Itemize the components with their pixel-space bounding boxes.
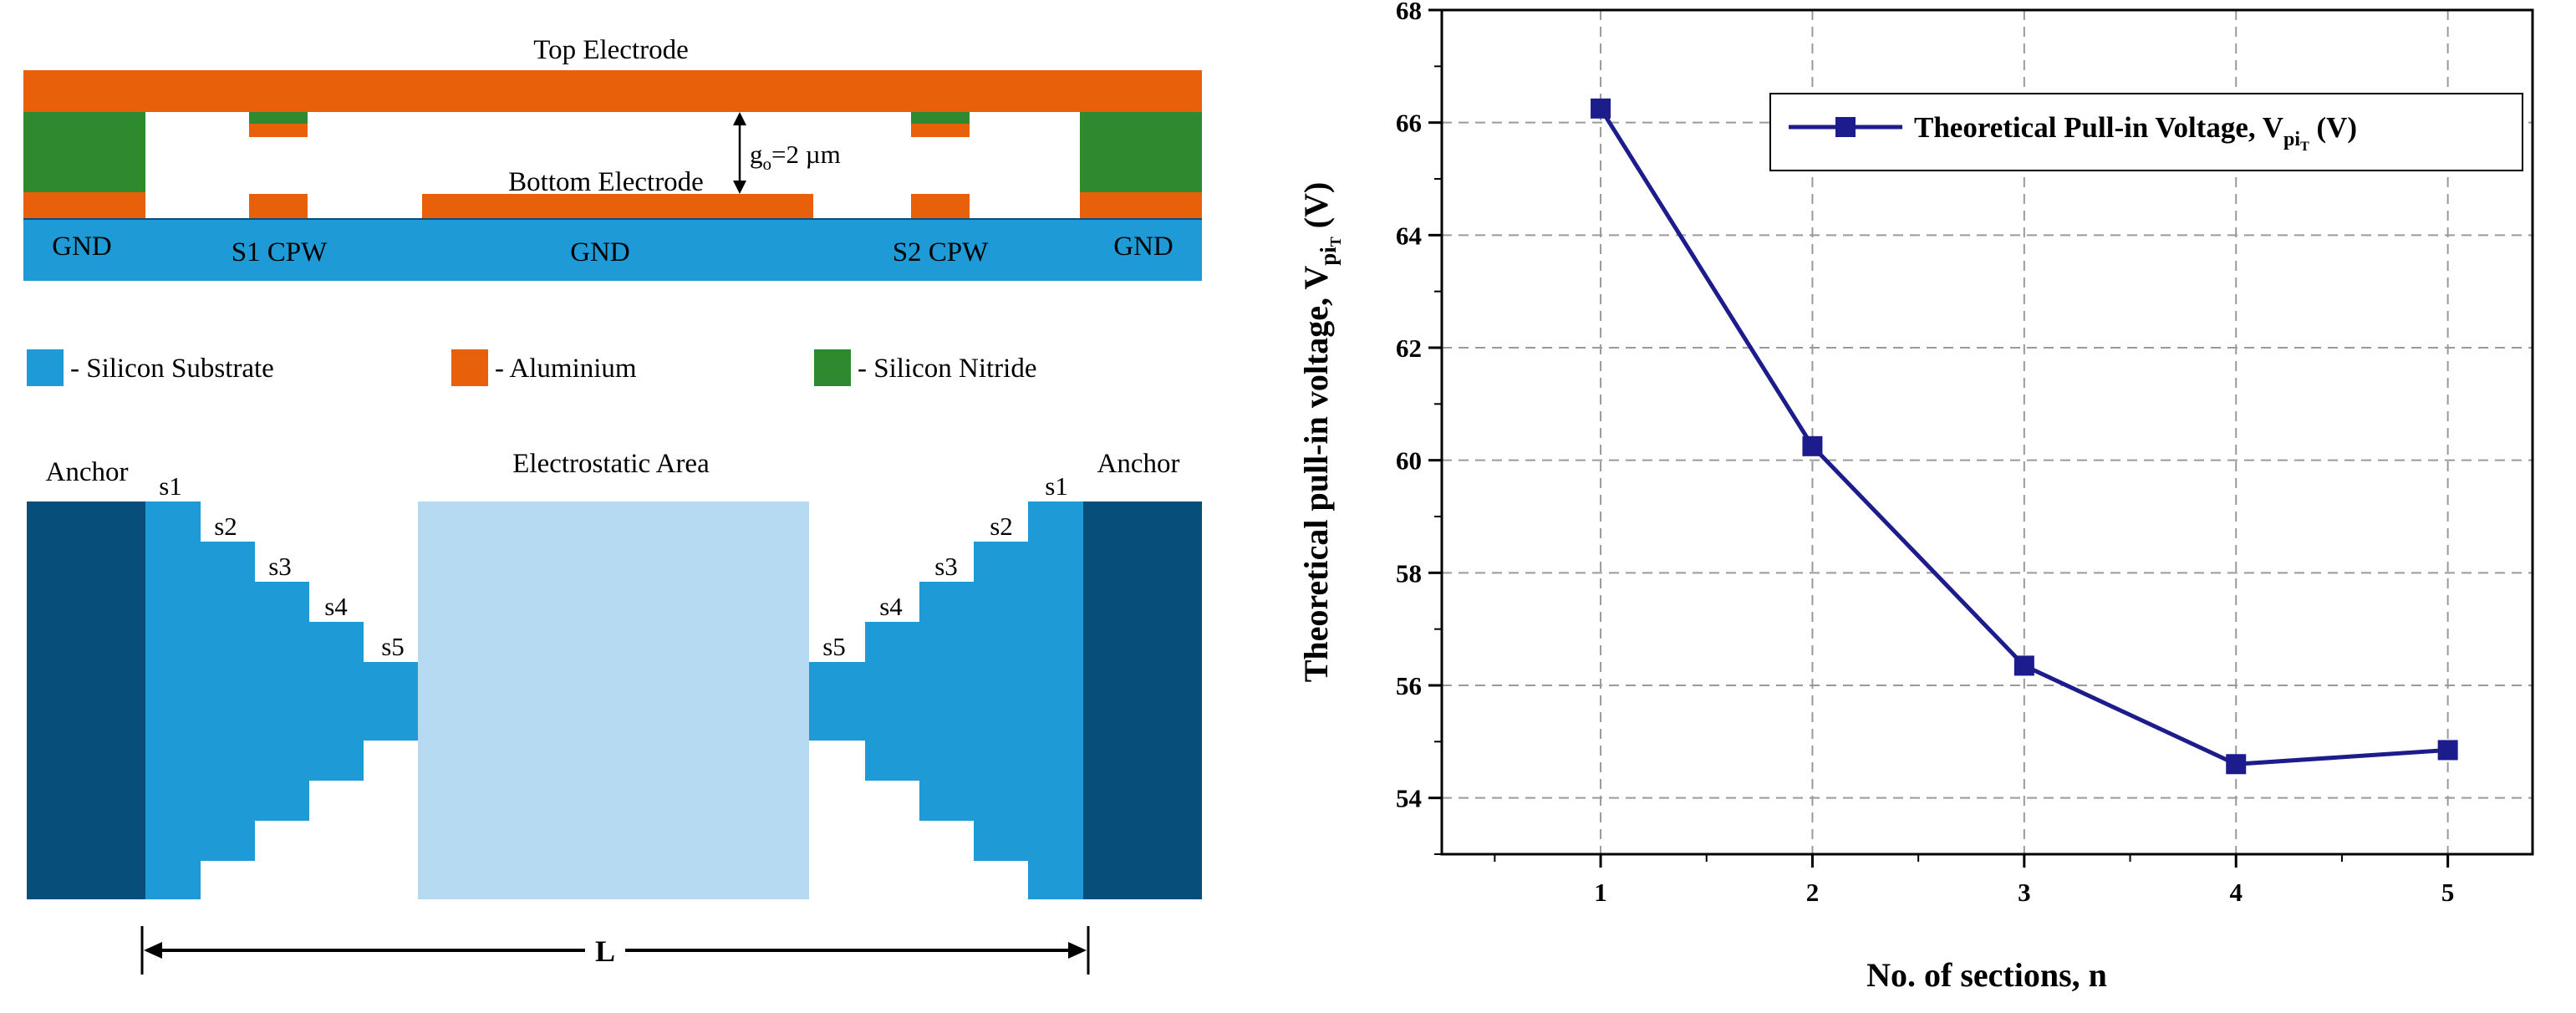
section-label-right-s2: s2	[990, 512, 1013, 541]
length-label: L	[595, 934, 615, 968]
y-tick-label-54: 54	[1396, 784, 1422, 813]
gap-label-prefix: g	[750, 140, 763, 169]
gap-label-sub: o	[763, 154, 772, 174]
data-point-n3	[2013, 655, 2034, 676]
stepped-beam-left	[145, 501, 418, 899]
anchor-left-label: Anchor	[46, 457, 129, 487]
legend-label-silicon-substrate: - Silicon Substrate	[70, 354, 274, 384]
x-tick-label-1: 1	[1594, 878, 1607, 907]
left-nitride-block	[23, 112, 145, 192]
legend-label-aluminium: - Aluminium	[495, 354, 637, 384]
y-axis-title-sub: pi	[1316, 247, 1341, 266]
electrostatic-area-label: Electrostatic Area	[512, 449, 710, 479]
section-label-right-s4: s4	[879, 592, 903, 621]
y-axis-title: Theoretical pull-in voltage, VpiT (V)	[1297, 182, 1344, 683]
material-legend: - Silicon Substrate - Aluminium - Silico…	[27, 349, 1036, 386]
section-label-left-s3: s3	[268, 552, 292, 581]
s1-cpw-label: S1 CPW	[232, 237, 328, 267]
chart-legend-label-unit: (V)	[2309, 111, 2357, 144]
s1-dimple-aluminium	[249, 124, 308, 137]
pull-in-voltage-chart: 54 56 58 60 62 64 66 68 1 2 3 4 5 No. of sections, n…	[1297, 0, 2534, 994]
chart-plot-frame	[1440, 8, 2534, 856]
section-label-left-s2: s2	[214, 512, 237, 541]
legend-swatch-silicon-nitride	[814, 349, 851, 386]
y-tick-label-62: 62	[1396, 333, 1422, 363]
silicon-substrate	[23, 219, 1202, 281]
y-axis-title-subsub: T	[1327, 237, 1344, 247]
anchor-right	[1083, 501, 1202, 899]
x-tick-label-2: 2	[1806, 878, 1820, 907]
anchor-right-label: Anchor	[1097, 449, 1180, 479]
data-point-n2	[1802, 435, 1823, 456]
chart-legend: Theoretical Pull-in Voltage, VpiT (V)	[1769, 93, 2523, 171]
y-tick-label-64: 64	[1396, 221, 1422, 250]
gnd-left-label: GND	[52, 232, 112, 262]
chart-legend-label: Theoretical Pull-in Voltage, VpiT (V)	[1914, 111, 2357, 154]
top-electrode-label: Top Electrode	[533, 35, 689, 65]
top-view-diagram: Anchor Electrostatic Area Anchor s1 s2 s…	[27, 449, 1202, 975]
x-tick-label-4: 4	[2229, 878, 2243, 907]
chart-legend-label-sub: pi	[2283, 129, 2300, 150]
y-tick-label-66: 66	[1396, 109, 1422, 138]
length-arrow-head-right	[1068, 942, 1087, 959]
chart-legend-box	[1769, 93, 2523, 171]
stepped-beam-right	[809, 501, 1083, 899]
gap-label: go=2 µm	[750, 140, 841, 174]
y-tick-label-68: 68	[1396, 0, 1422, 25]
series-markers	[1591, 98, 2458, 775]
x-axis-title: No. of sections, n	[1866, 956, 2107, 994]
right-nitride-block	[1080, 112, 1202, 192]
x-tick-label-3: 3	[2018, 878, 2031, 907]
bottom-electrode	[422, 194, 813, 219]
section-label-left-s4: s4	[324, 592, 348, 621]
chart-legend-label-subsub: T	[2300, 140, 2309, 154]
legend-swatch-silicon-substrate	[27, 349, 64, 386]
top-electrode	[23, 70, 1202, 112]
gnd-right-label: GND	[1113, 232, 1173, 262]
s2-dimple-aluminium	[911, 124, 970, 137]
chart-legend-marker-sample	[1835, 117, 1856, 137]
gap-label-value: =2 µm	[771, 140, 841, 169]
legend-swatch-aluminium	[451, 349, 488, 386]
section-label-left-s5: s5	[381, 632, 405, 661]
y-tick-label-60: 60	[1396, 446, 1422, 476]
chart-tick-labels: 54 56 58 60 62 64 66 68 1 2 3 4 5	[1396, 0, 2454, 907]
chart-ticks	[1428, 8, 2450, 868]
y-tick-label-58: 58	[1396, 558, 1422, 588]
electrostatic-area	[418, 501, 809, 899]
x-tick-label-5: 5	[2441, 878, 2455, 907]
y-tick-label-56: 56	[1396, 671, 1422, 700]
bottom-electrode-label: Bottom Electrode	[508, 167, 704, 197]
s1-dimple-nitride	[249, 112, 308, 124]
s2-dimple-nitride	[911, 112, 970, 124]
anchor-left	[27, 501, 145, 899]
s2-cpw-label: S2 CPW	[893, 237, 989, 267]
data-point-n5	[2437, 740, 2458, 761]
section-label-left-s1: s1	[159, 471, 182, 501]
chart-legend-label-main: Theoretical Pull-in Voltage, V	[1914, 111, 2283, 144]
section-label-right-s5: s5	[822, 632, 846, 661]
section-label-right-s1: s1	[1045, 471, 1068, 501]
s1-cpw-line	[249, 194, 308, 219]
right-aluminium-pad	[1080, 192, 1202, 219]
gap-arrow-head-down	[733, 181, 746, 194]
cross-section-diagram: Top Electrode Bottom Electrode go=2 µm G…	[23, 35, 1202, 281]
y-axis-title-unit: (V)	[1297, 182, 1335, 237]
data-point-n4	[2226, 754, 2247, 775]
legend-label-silicon-nitride: - Silicon Nitride	[858, 354, 1036, 384]
section-label-right-s3: s3	[934, 552, 958, 581]
data-point-n1	[1591, 98, 1611, 119]
y-axis-title-main: Theoretical pull-in voltage, V	[1297, 266, 1335, 683]
gnd-center-label: GND	[570, 237, 630, 267]
s2-cpw-line	[911, 194, 970, 219]
left-aluminium-pad	[23, 192, 145, 219]
gap-arrow-head-up	[733, 112, 746, 125]
length-arrow-head-left	[144, 942, 162, 959]
